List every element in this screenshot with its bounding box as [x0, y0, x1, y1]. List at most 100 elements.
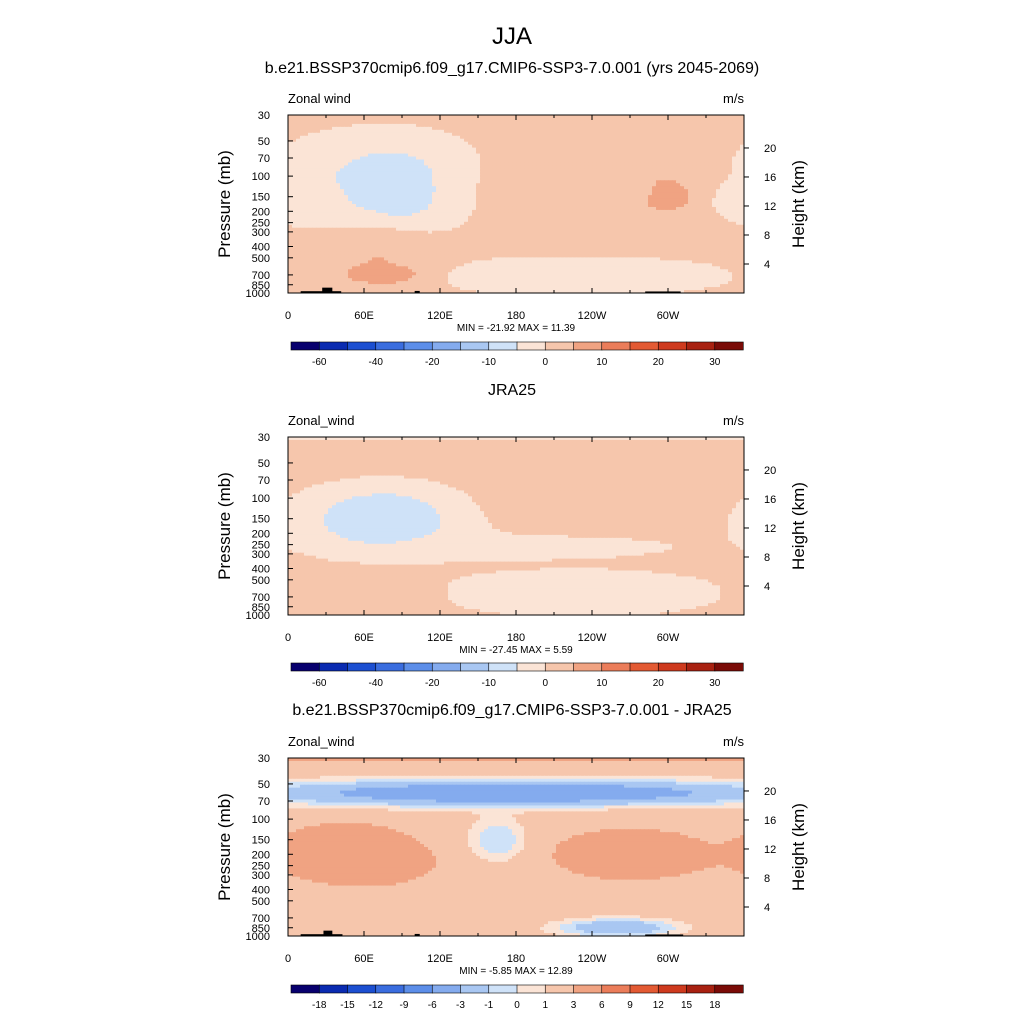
field-cell: [332, 150, 337, 155]
field-cell: [692, 168, 697, 172]
field-cell: [292, 189, 297, 193]
field-cell: [484, 242, 489, 247]
field-cell: [352, 215, 357, 220]
field-cell: [296, 174, 301, 178]
field-cell: [556, 242, 561, 247]
field-cell: [708, 198, 713, 202]
field-cell: [520, 120, 525, 125]
field-cell: [484, 171, 489, 175]
field-cell: [328, 115, 333, 119]
field-cell: [700, 132, 705, 137]
field-cell: [464, 198, 469, 202]
field-cell: [552, 192, 557, 196]
field-cell: [712, 236, 717, 241]
field-cell: [640, 115, 645, 119]
field-cell: [680, 198, 685, 202]
field-cell: [536, 153, 541, 158]
field-cell: [340, 221, 345, 226]
field-cell: [456, 126, 461, 131]
field-cell: [516, 212, 521, 217]
field-cell: [572, 242, 577, 247]
field-cell: [480, 209, 485, 214]
field-cell: [604, 120, 609, 125]
field-cell: [580, 206, 585, 211]
field-cell: [660, 180, 665, 184]
field-cell: [420, 218, 425, 223]
field-cell: [548, 236, 553, 241]
field-cell: [488, 138, 493, 143]
field-cell: [468, 212, 473, 217]
field-cell: [408, 156, 413, 161]
field-cell: [288, 135, 293, 140]
field-cell: [432, 236, 437, 241]
field-cell: [356, 198, 361, 202]
field-cell: [488, 115, 493, 119]
field-cell: [556, 168, 561, 172]
field-cell: [500, 239, 505, 244]
field-cell: [296, 201, 301, 205]
field-cell: [292, 153, 297, 158]
field-cell: [420, 206, 425, 211]
field-cell: [440, 120, 445, 125]
field-cell: [456, 117, 461, 122]
field-cell: [496, 168, 501, 172]
field-cell: [724, 138, 729, 143]
field-cell: [740, 186, 744, 190]
field-cell: [340, 115, 345, 119]
field-cell: [564, 174, 569, 178]
field-cell: [400, 204, 405, 208]
field-cell: [356, 165, 361, 169]
field-cell: [376, 138, 381, 143]
field-cell: [628, 195, 633, 199]
field-cell: [436, 135, 441, 140]
field-cell: [384, 186, 389, 190]
field-cell: [560, 186, 565, 190]
field-cell: [608, 209, 613, 214]
field-cell: [720, 117, 725, 122]
field-cell: [600, 230, 605, 235]
field-cell: [696, 162, 701, 167]
field-cell: [740, 212, 744, 217]
field-cell: [292, 150, 297, 155]
field-cell: [584, 177, 589, 181]
field-cell: [680, 195, 685, 199]
field-cell: [512, 239, 517, 244]
field-cell: [664, 224, 669, 229]
field-cell: [484, 138, 489, 143]
field-cell: [492, 177, 497, 181]
field-cell: [348, 156, 353, 161]
field-cell: [336, 168, 341, 172]
field-cell: [596, 150, 601, 155]
field-cell: [524, 115, 529, 119]
field-cell: [428, 126, 433, 131]
field-cell: [608, 189, 613, 193]
field-cell: [472, 162, 477, 167]
field-cell: [456, 123, 461, 128]
field-cell: [436, 180, 441, 184]
field-cell: [408, 183, 413, 187]
field-cell: [364, 189, 369, 193]
field-cell: [360, 147, 365, 152]
field-cell: [592, 195, 597, 199]
field-cell: [308, 183, 313, 187]
field-cell: [544, 192, 549, 196]
field-cell: [428, 135, 433, 140]
field-cell: [492, 174, 497, 178]
field-cell: [616, 227, 621, 232]
field-cell: [436, 204, 441, 208]
field-cell: [552, 195, 557, 199]
field-cell: [420, 221, 425, 226]
field-cell: [376, 224, 381, 229]
field-cell: [312, 186, 317, 190]
field-cell: [392, 171, 397, 175]
field-cell: [288, 153, 293, 158]
field-cell: [564, 192, 569, 196]
field-cell: [560, 132, 565, 137]
field-cell: [400, 221, 405, 226]
field-cell: [660, 224, 665, 229]
field-cell: [532, 212, 537, 217]
field-cell: [720, 120, 725, 125]
field-cell: [712, 227, 717, 232]
field-cell: [444, 177, 449, 181]
field-cell: [684, 156, 689, 161]
